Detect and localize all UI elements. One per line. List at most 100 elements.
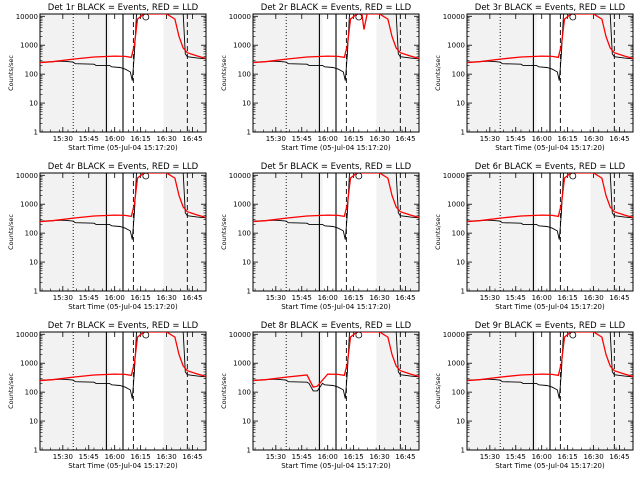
x-tick-label: 15:45 [506, 453, 526, 461]
y-tick-label: 100 [238, 71, 251, 79]
x-tick-label: 15:30 [266, 135, 286, 143]
y-tick-label: 1 [34, 129, 38, 137]
x-tick-label: 16:15 [558, 453, 578, 461]
x-tick-label: 16:15 [131, 453, 151, 461]
y-tick-label: 1 [461, 129, 465, 137]
x-tick-label: 16:45 [182, 135, 202, 143]
y-tick-label: 10000 [16, 13, 38, 21]
shaded-interval [163, 173, 206, 291]
x-tick-label: 16:30 [156, 294, 176, 302]
panel-title: Det 3r BLACK = Events, RED = LLD [475, 3, 626, 13]
shaded-interval [163, 14, 206, 132]
series-events-line [467, 332, 633, 399]
y-axis-label: Counts/sec [434, 55, 442, 91]
x-tick-label: 16:00 [318, 135, 338, 143]
y-tick-label: 1000 [233, 201, 251, 209]
x-tick-label: 15:30 [53, 294, 73, 302]
series-events-line [253, 14, 419, 81]
panel-title: Det 4r BLACK = Events, RED = LLD [48, 162, 199, 172]
panel-det-8r: Det 8r BLACK = Events, RED = LLD 1 10 100 10… [220, 321, 420, 470]
x-axis-label: Start Time (05-Jul-04 15:17:20) [68, 144, 178, 152]
x-tick-label: 16:45 [609, 135, 629, 143]
y-tick-label: 10000 [16, 172, 38, 180]
y-tick-label: 10000 [443, 331, 465, 339]
y-tick-label: 1000 [20, 360, 38, 368]
x-tick-label: 15:45 [79, 453, 99, 461]
x-tick-label: 15:30 [480, 453, 500, 461]
y-tick-label: 10 [29, 259, 38, 267]
x-tick-label: 16:45 [182, 294, 202, 302]
y-tick-label: 10 [242, 100, 251, 108]
x-tick-label: 16:15 [131, 294, 151, 302]
y-tick-label: 10000 [229, 172, 251, 180]
x-tick-label: 16:15 [558, 135, 578, 143]
x-axis-label: Start Time (05-Jul-04 15:17:20) [281, 462, 391, 470]
y-tick-label: 100 [25, 71, 38, 79]
y-axis-label: Counts/sec [220, 373, 228, 409]
x-tick-label: 15:45 [79, 135, 99, 143]
x-tick-label: 16:30 [369, 135, 389, 143]
x-tick-label: 16:45 [395, 453, 415, 461]
y-tick-label: 100 [452, 230, 465, 238]
y-tick-label: 100 [238, 230, 251, 238]
x-tick-label: 16:30 [156, 453, 176, 461]
x-tick-label: 16:00 [532, 453, 552, 461]
x-tick-label: 16:30 [156, 135, 176, 143]
series-events-line [467, 14, 633, 81]
y-tick-label: 10000 [229, 13, 251, 21]
y-axis-label: Counts/sec [434, 373, 442, 409]
y-tick-label: 100 [238, 389, 251, 397]
annotation-circle [569, 331, 577, 339]
y-tick-label: 1 [461, 447, 465, 455]
series-events-line [40, 14, 206, 81]
x-tick-label: 16:00 [318, 294, 338, 302]
x-tick-label: 16:30 [369, 294, 389, 302]
x-tick-label: 16:15 [344, 294, 364, 302]
y-tick-label: 1 [247, 129, 251, 137]
y-tick-label: 1 [247, 447, 251, 455]
y-tick-label: 10000 [229, 331, 251, 339]
y-axis-label: Counts/sec [7, 373, 15, 409]
series-events-line [40, 173, 206, 240]
x-axis-label: Start Time (05-Jul-04 15:17:20) [495, 303, 605, 311]
x-tick-label: 15:45 [506, 294, 526, 302]
y-tick-label: 1 [34, 288, 38, 296]
y-tick-label: 1 [461, 288, 465, 296]
shaded-interval [590, 14, 633, 132]
series-lld-line [40, 332, 206, 382]
y-axis-label: Counts/sec [7, 55, 15, 91]
annotation-circle [355, 13, 363, 21]
y-tick-label: 10 [456, 100, 465, 108]
panel-title: Det 1r BLACK = Events, RED = LLD [48, 3, 199, 13]
y-tick-label: 100 [25, 230, 38, 238]
x-tick-label: 16:45 [182, 453, 202, 461]
shaded-interval [253, 14, 323, 132]
x-tick-label: 15:30 [266, 294, 286, 302]
y-tick-label: 10000 [443, 172, 465, 180]
annotation-circle [142, 331, 150, 339]
x-tick-label: 16:45 [395, 135, 415, 143]
shaded-interval [590, 173, 633, 291]
x-axis-label: Start Time (05-Jul-04 15:17:20) [495, 462, 605, 470]
x-tick-label: 16:00 [318, 453, 338, 461]
panel-title: Det 5r BLACK = Events, RED = LLD [261, 162, 412, 172]
shaded-interval [163, 332, 206, 450]
x-tick-label: 16:00 [105, 453, 125, 461]
x-tick-label: 16:30 [369, 453, 389, 461]
series-lld-line [40, 14, 206, 64]
x-tick-label: 16:00 [105, 294, 125, 302]
x-axis-label: Start Time (05-Jul-04 15:17:20) [68, 303, 178, 311]
y-tick-label: 10000 [443, 13, 465, 21]
panel-det-5r: Det 5r BLACK = Events, RED = LLD 1 10 100 10… [220, 162, 420, 311]
annotation-circle [355, 331, 363, 339]
x-tick-label: 15:30 [53, 135, 73, 143]
y-axis-label: Counts/sec [220, 55, 228, 91]
series-lld-line [467, 173, 633, 223]
y-tick-label: 1000 [20, 201, 38, 209]
x-tick-label: 16:15 [131, 135, 151, 143]
y-tick-label: 100 [452, 71, 465, 79]
panel-det-4r: Det 4r BLACK = Events, RED = LLD 1 10 100 10… [7, 162, 207, 311]
annotation-circle [142, 13, 150, 21]
panel-det-3r: Det 3r BLACK = Events, RED = LLD 1 10 100 10… [434, 3, 634, 152]
panel-title: Det 2r BLACK = Events, RED = LLD [261, 3, 412, 13]
